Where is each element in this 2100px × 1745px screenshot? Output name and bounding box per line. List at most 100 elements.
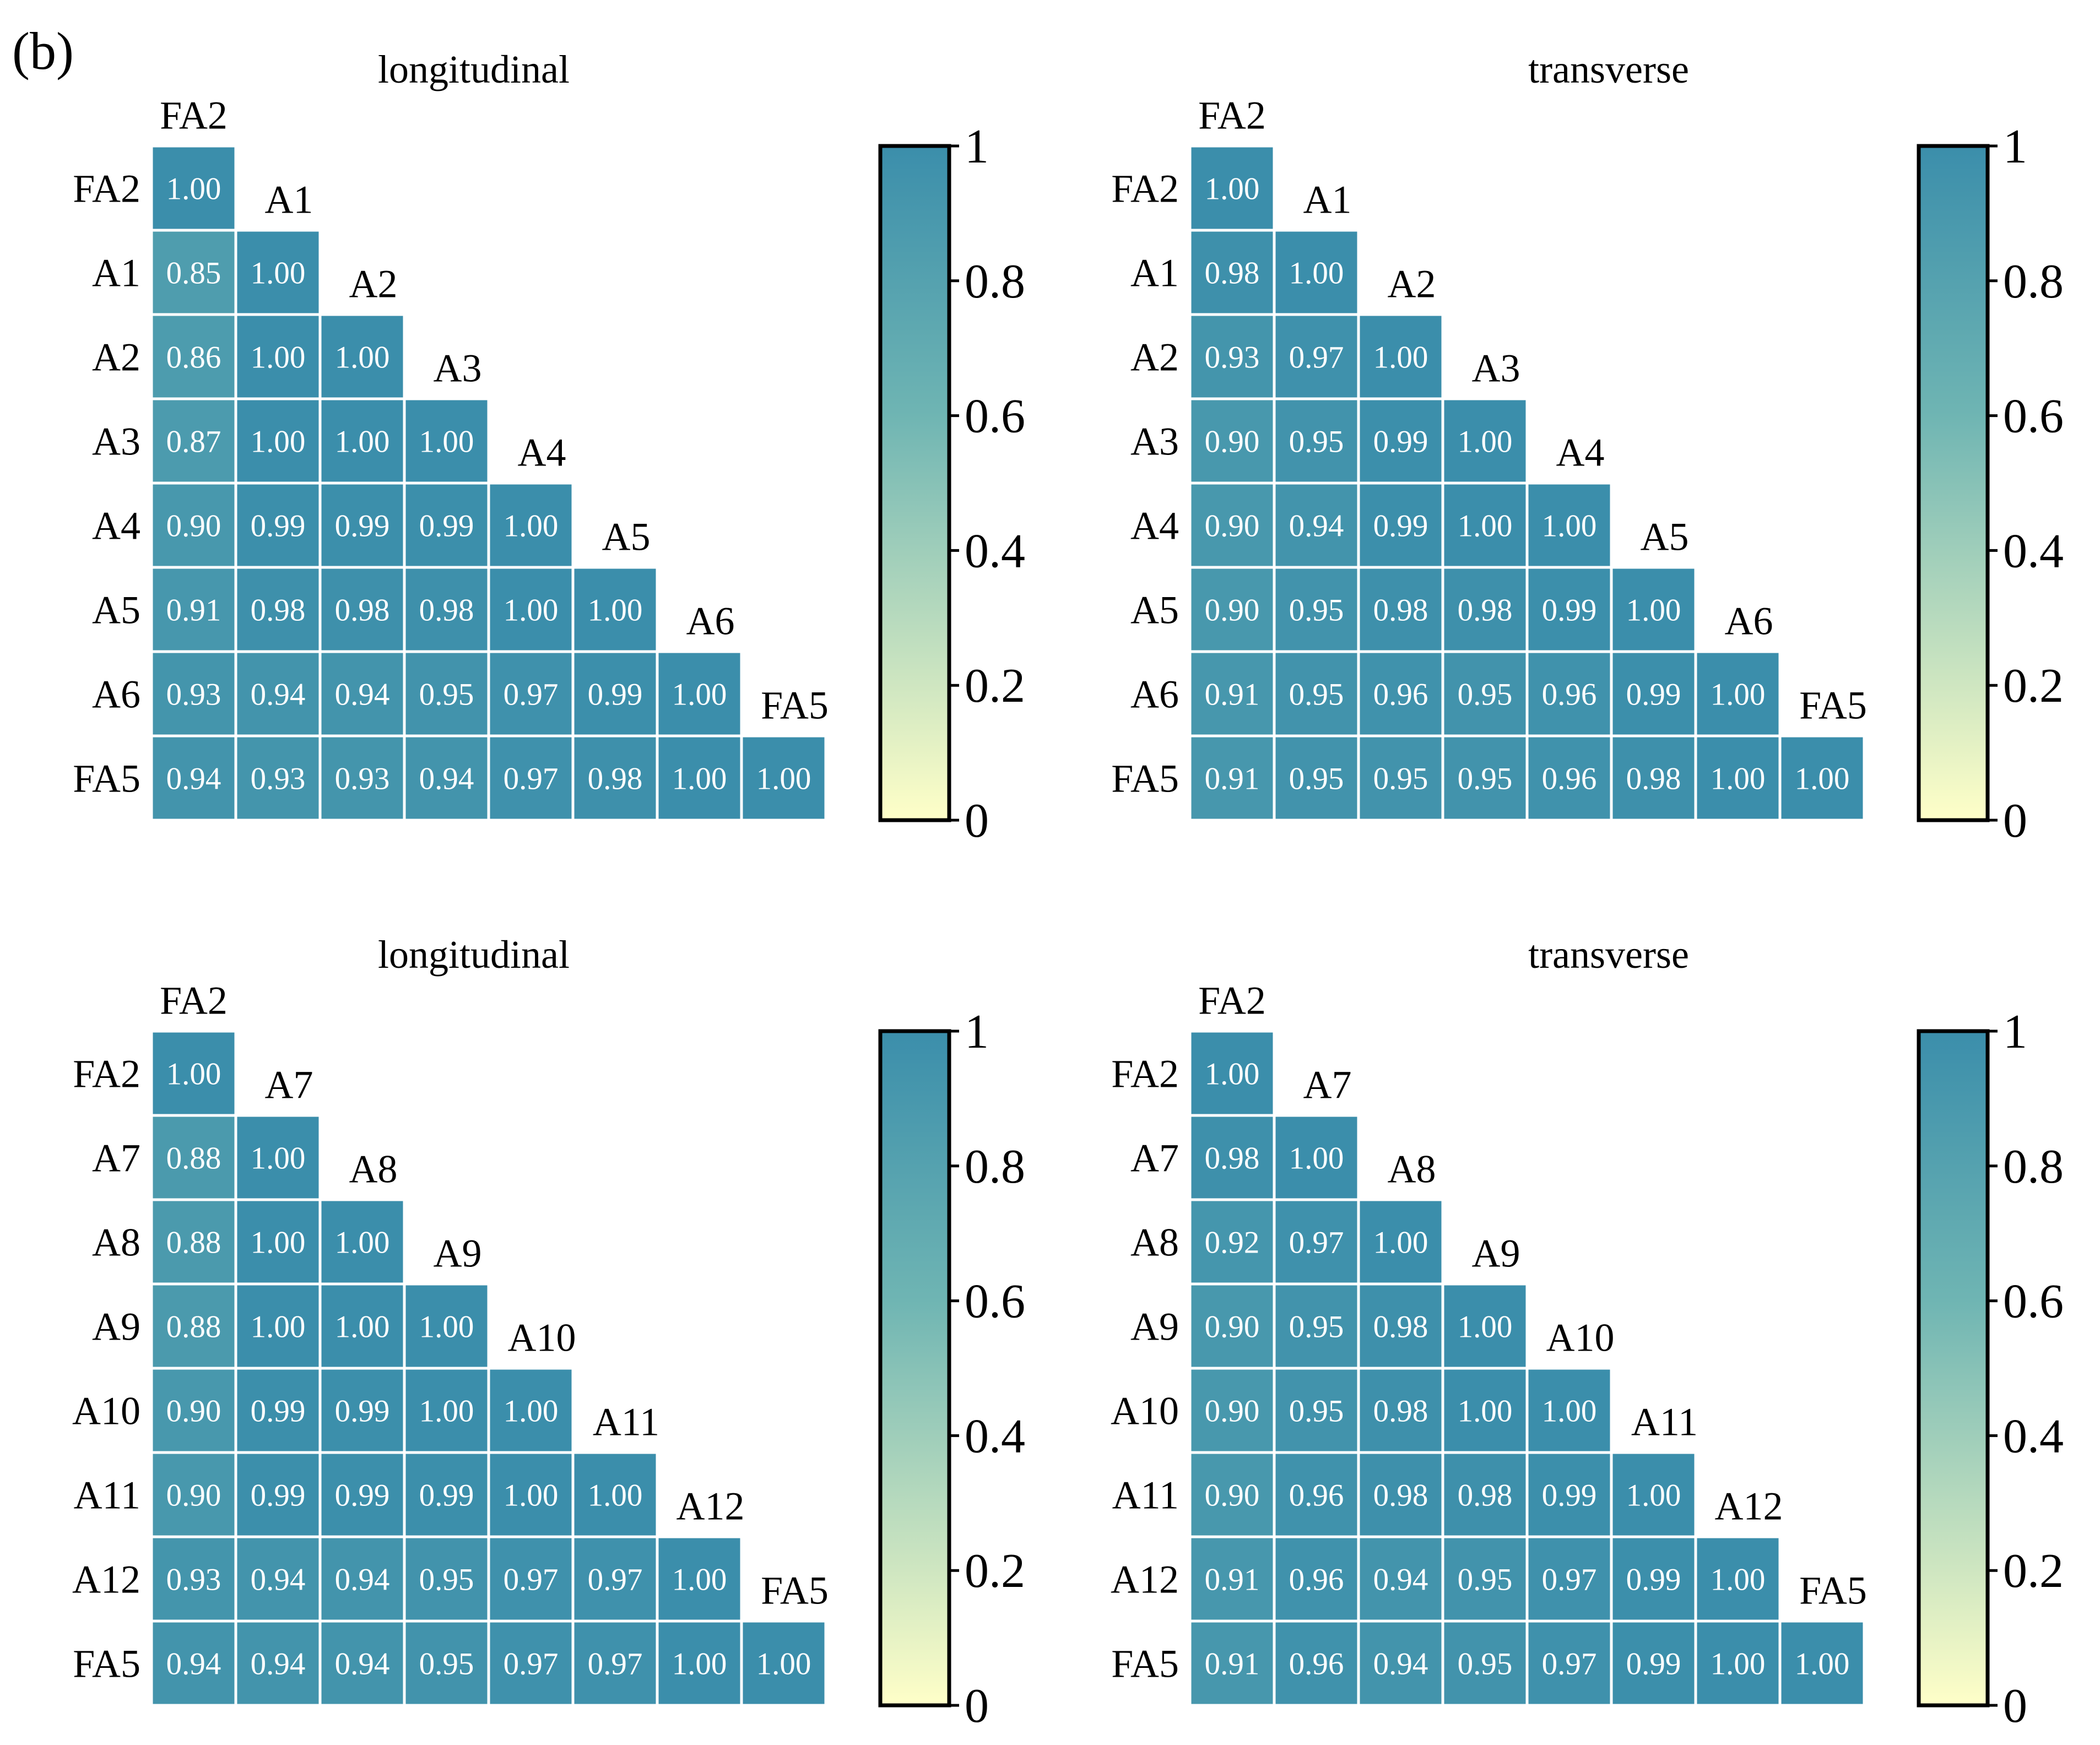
heatmap-cell: [571, 1451, 659, 1538]
cell-value-label: 0.99: [1626, 1647, 1681, 1682]
cell-value-label: 0.86: [166, 340, 221, 375]
cell-value-label: 1.00: [1458, 425, 1513, 459]
cell-value-label: 0.90: [166, 1394, 221, 1429]
cell-value-label: 0.91: [1205, 678, 1260, 712]
colorbar-tick-label: 1: [965, 1005, 989, 1059]
heatmap-cell: [1273, 1535, 1360, 1623]
heatmap-panel: longitudinal 1.00 0.88 1.00 0.88 1.00 1.00 0.88…: [72, 933, 1025, 1733]
heatmap-cell: [1441, 397, 1529, 485]
cell-value-label: 0.94: [251, 1647, 306, 1682]
cell-value-label: 0.96: [1289, 1647, 1344, 1682]
heatmap-cell: [656, 734, 743, 822]
cell-value-label: 0.99: [1373, 425, 1428, 459]
heatmap-cell: [234, 397, 322, 485]
cell-value-label: 1.00: [1711, 1647, 1766, 1682]
cell-value-label: 0.96: [1542, 762, 1597, 796]
heatmap-cell: [1525, 1367, 1613, 1454]
cell-value-label: 0.88: [166, 1310, 221, 1345]
cell-value-label: 0.96: [1289, 1563, 1344, 1597]
heatmap-cell: [1188, 1114, 1276, 1201]
column-label: A12: [1715, 1484, 1783, 1529]
row-label: A10: [72, 1389, 140, 1433]
row-label: FA2: [73, 1052, 140, 1096]
heatmap-cell: [318, 650, 406, 738]
row-label: FA5: [1111, 1642, 1179, 1686]
cell-value-label: 1.00: [251, 425, 306, 459]
heatmap-cell: [1357, 734, 1444, 822]
heatmap-cell: [1525, 481, 1613, 569]
cell-value-label: 1.00: [1542, 1394, 1597, 1429]
heatmap-cell: [1188, 1198, 1276, 1286]
cell-value-label: 1.00: [1289, 1141, 1344, 1176]
cell-value-label: 0.99: [251, 1478, 306, 1513]
cell-value-label: 0.95: [419, 1647, 474, 1682]
cell-value-label: 0.95: [1289, 678, 1344, 712]
cell-value-label: 1.00: [1626, 1478, 1681, 1513]
column-label: A9: [434, 1232, 482, 1276]
heatmap-cell: [1525, 650, 1613, 738]
heatmap-cell: [1273, 1367, 1360, 1454]
colorbar-tick-label: 0: [2003, 1679, 2027, 1733]
heatmap-cell: [1610, 1451, 1697, 1538]
heatmap-cell: [403, 397, 490, 485]
row-label: A5: [1130, 588, 1179, 632]
cell-value-label: 0.93: [335, 762, 390, 796]
cell-value-label: 1.00: [419, 425, 474, 459]
colorbar-tick-label: 1: [2003, 120, 2027, 174]
cell-value-label: 0.98: [1458, 593, 1513, 628]
heatmap-cell: [318, 1619, 406, 1707]
cell-value-label: 1.00: [504, 593, 559, 628]
colorbar-tick-label: 0.8: [2003, 255, 2064, 308]
colorbar-tick-label: 0.6: [965, 390, 1025, 443]
cell-value-label: 0.97: [504, 1647, 559, 1682]
cell-value-label: 0.97: [1542, 1563, 1597, 1597]
cell-value-label: 1.00: [1458, 1394, 1513, 1429]
row-label: A5: [92, 588, 140, 632]
heatmap-cell: [1273, 229, 1360, 316]
cell-value-label: 0.94: [335, 678, 390, 712]
heatmap-cell: [1357, 481, 1444, 569]
cell-value-label: 0.97: [1289, 1226, 1344, 1260]
row-label: A7: [1130, 1136, 1179, 1180]
heatmap-cell: [656, 1535, 743, 1623]
cell-value-label: 1.00: [335, 425, 390, 459]
heatmap-cell: [1188, 734, 1276, 822]
cell-value-label: 1.00: [335, 1226, 390, 1260]
cell-value-label: 0.88: [166, 1141, 221, 1176]
heatmap-cell: [1694, 650, 1782, 738]
heatmap-cell: [1357, 313, 1444, 400]
cell-value-label: 1.00: [1711, 678, 1766, 712]
cell-value-label: 0.98: [1373, 1394, 1428, 1429]
colorbar-tick-label: 0.4: [965, 1410, 1025, 1463]
heatmap-cell: [1273, 481, 1360, 569]
cell-value-label: 0.90: [1205, 593, 1260, 628]
row-label: A4: [92, 504, 140, 548]
heatmap-cell: [1188, 1367, 1276, 1454]
column-label: A11: [593, 1400, 659, 1444]
heatmap-cell: [234, 1198, 322, 1286]
cell-value-label: 0.99: [251, 509, 306, 544]
column-label: A8: [349, 1147, 398, 1191]
heatmap-cell: [740, 734, 827, 822]
column-label: FA5: [1799, 684, 1867, 728]
colorbar-tick-label: 0: [965, 1679, 989, 1733]
cell-value-label: 1.00: [1205, 172, 1260, 207]
cell-value-label: 0.94: [335, 1563, 390, 1597]
cell-value-label: 0.97: [504, 762, 559, 796]
cell-value-label: 1.00: [756, 762, 811, 796]
cell-value-label: 0.95: [1458, 678, 1513, 712]
column-label: A10: [1546, 1316, 1615, 1360]
cell-value-label: 0.99: [1542, 1478, 1597, 1513]
colorbar-tick-label: 0.2: [965, 1545, 1025, 1598]
cell-value-label: 1.00: [672, 1647, 727, 1682]
column-label: A5: [1641, 515, 1689, 559]
cell-value-label: 0.93: [1205, 340, 1260, 375]
row-label: A9: [92, 1305, 140, 1349]
heatmap-cell: [1610, 1535, 1697, 1623]
cell-value-label: 0.99: [419, 509, 474, 544]
cell-value-label: 0.95: [1458, 1563, 1513, 1597]
heatmap-cell: [1188, 1451, 1276, 1538]
heatmap-cell: [1188, 229, 1276, 316]
heatmap-cell: [571, 650, 659, 738]
heatmap-cell: [234, 481, 322, 569]
